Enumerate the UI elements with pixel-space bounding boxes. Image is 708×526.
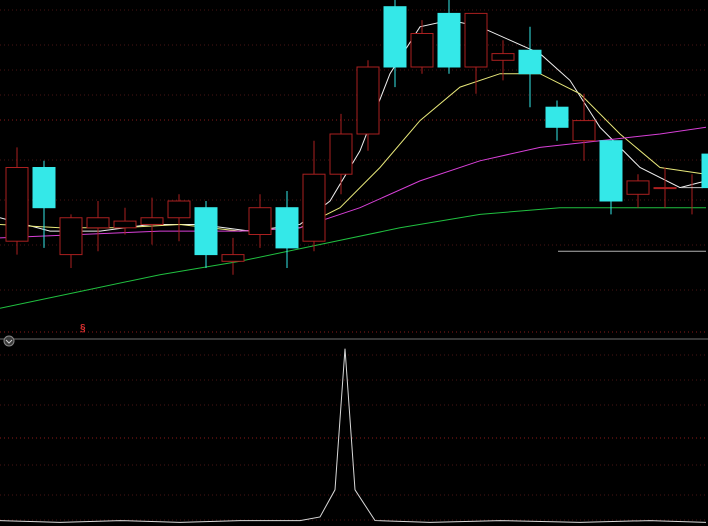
chart-marker: § — [80, 323, 86, 334]
candlestick-chart[interactable]: § — [0, 0, 708, 526]
panel-toggle-button[interactable] — [4, 336, 14, 346]
chart-container: § — [0, 0, 708, 526]
